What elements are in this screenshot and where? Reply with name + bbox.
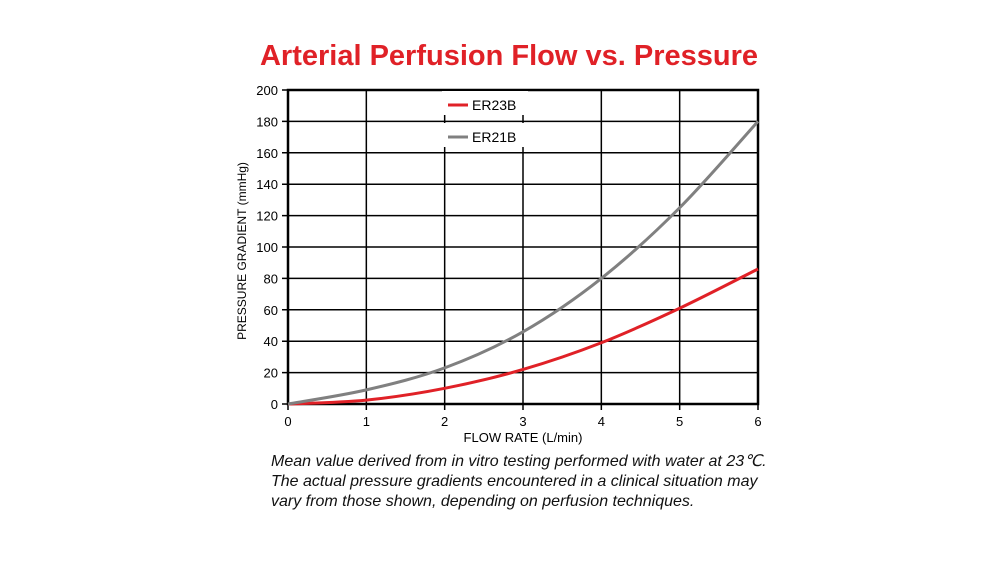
x-tick-label: 5 (676, 414, 683, 429)
y-axis-label: PRESSURE GRADIENT (mmHg) (235, 162, 249, 340)
y-tick-label: 40 (264, 334, 278, 349)
series-line-er21b (287, 120, 760, 406)
y-tick-label: 160 (256, 146, 278, 161)
chart-caption: Mean value derived from in vitro testing… (271, 453, 767, 510)
x-tick-label: 2 (441, 414, 448, 429)
x-tick-label: 0 (284, 414, 291, 429)
x-tick-label: 6 (754, 414, 761, 429)
x-tick-label: 4 (598, 414, 605, 429)
x-axis-label: FLOW RATE (L/min) (464, 430, 583, 445)
y-tick-label: 0 (271, 397, 278, 412)
legend-label: ER21B (472, 129, 516, 145)
y-tick-label: 100 (256, 240, 278, 255)
y-tick-label: 180 (256, 114, 278, 129)
y-tick-label: 20 (264, 366, 278, 381)
legend-background (442, 123, 528, 147)
y-tick-label: 80 (264, 271, 278, 286)
x-tick-label: 3 (519, 414, 526, 429)
y-tick-label: 60 (264, 303, 278, 318)
series-line-er23b (287, 267, 759, 406)
y-tick-label: 120 (256, 209, 278, 224)
y-tick-label: 140 (256, 177, 278, 192)
plot-frame (286, 88, 760, 406)
chart-title: Arterial Perfusion Flow vs. Pressure (259, 40, 758, 72)
legend-label: ER23B (472, 97, 516, 113)
y-tick-label: 200 (256, 83, 278, 98)
legend-background (442, 91, 528, 115)
x-tick-label: 1 (363, 414, 370, 429)
